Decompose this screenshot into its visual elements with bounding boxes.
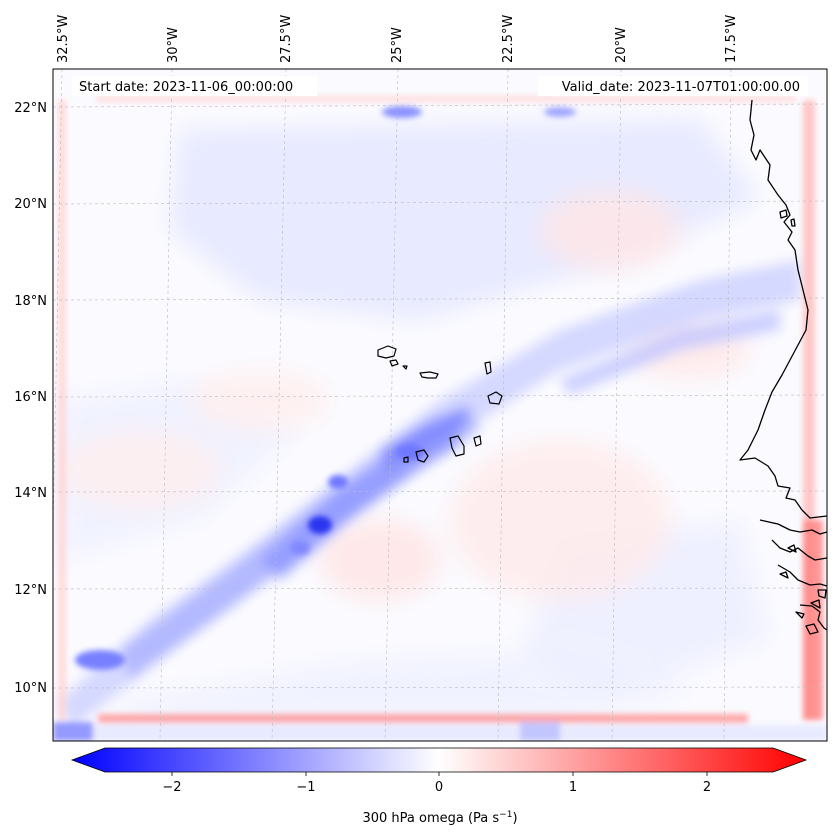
- lat-label-16n: 16°N: [14, 390, 47, 405]
- colorbar-tick-1: 1: [569, 780, 577, 795]
- lon-label-32-5w: 32.5°W: [56, 15, 71, 63]
- colorbar-gradient: [70, 747, 808, 773]
- island-fogo: [415, 449, 429, 463]
- valid-date-box: [538, 76, 808, 96]
- lat-label-10n: 10°N: [14, 681, 47, 696]
- island-brava: [403, 456, 409, 463]
- island-santiago: [449, 435, 465, 457]
- valid-date-label: Valid_date: 2023-11-07T01:00:00.00: [562, 80, 800, 95]
- lat-label-12n: 12°N: [14, 583, 47, 598]
- lon-label-27-5w: 27.5°W: [279, 15, 294, 63]
- lat-label-22n: 22°N: [14, 101, 47, 116]
- colorbar-tick-2: 2: [703, 780, 711, 795]
- cape-verde-islands: [377, 345, 503, 463]
- lon-label-25w: 25°W: [390, 27, 405, 63]
- colorbar: −2 −1 0 1 2 300 hPa omega (Pa s−1): [70, 747, 808, 826]
- lon-label-20w: 20°W: [614, 27, 629, 63]
- island-maio: [473, 435, 482, 447]
- start-date-box: [72, 76, 317, 96]
- lat-label-20n: 20°N: [14, 197, 47, 212]
- island-sao-vicente: [389, 359, 399, 367]
- colorbar-label-end: ): [512, 811, 517, 826]
- lat-label-18n: 18°N: [14, 294, 47, 309]
- colorbar-tick-minus1: −1: [296, 780, 315, 795]
- lon-label-17-5w: 17.5°W: [724, 15, 739, 63]
- omega-field: [53, 69, 827, 741]
- island-boa-vista: [487, 391, 503, 405]
- island-sal: [484, 361, 492, 375]
- broad-descent-areas: [60, 190, 750, 600]
- colorbar-label: 300 hPa omega (Pa s−1): [362, 810, 517, 826]
- colorbar-tick-minus2: −2: [162, 780, 181, 795]
- latitude-labels: 22°N 20°N 18°N 16°N 14°N 12°N 10°N: [14, 101, 47, 696]
- gridlines: [53, 69, 827, 741]
- colorbar-label-exponent: −1: [499, 810, 512, 820]
- lon-label-22-5w: 22.5°W: [501, 15, 516, 63]
- lat-label-14n: 14°N: [14, 486, 47, 501]
- colorbar-ticks: [171, 772, 708, 776]
- island-santo-antao: [377, 345, 397, 359]
- colorbar-tick-0: 0: [435, 780, 443, 795]
- africa-coastline: [739, 99, 827, 519]
- coastlines: [739, 99, 827, 635]
- boundary-artefacts: [53, 96, 827, 741]
- lon-label-30w: 30°W: [166, 27, 181, 63]
- map-panel: Start date: 2023-11-06_00:00:00 Valid_da…: [14, 15, 828, 742]
- longitude-labels: 32.5°W 30°W 27.5°W 25°W 22.5°W 20°W 17.5…: [56, 15, 739, 63]
- start-date-label: Start date: 2023-11-06_00:00:00: [79, 80, 293, 95]
- map-frame: [52, 68, 828, 742]
- island-santa-luzia: [402, 365, 408, 370]
- colorbar-label-main: 300 hPa omega (Pa s: [362, 811, 499, 826]
- island-sao-nicolau: [419, 371, 439, 379]
